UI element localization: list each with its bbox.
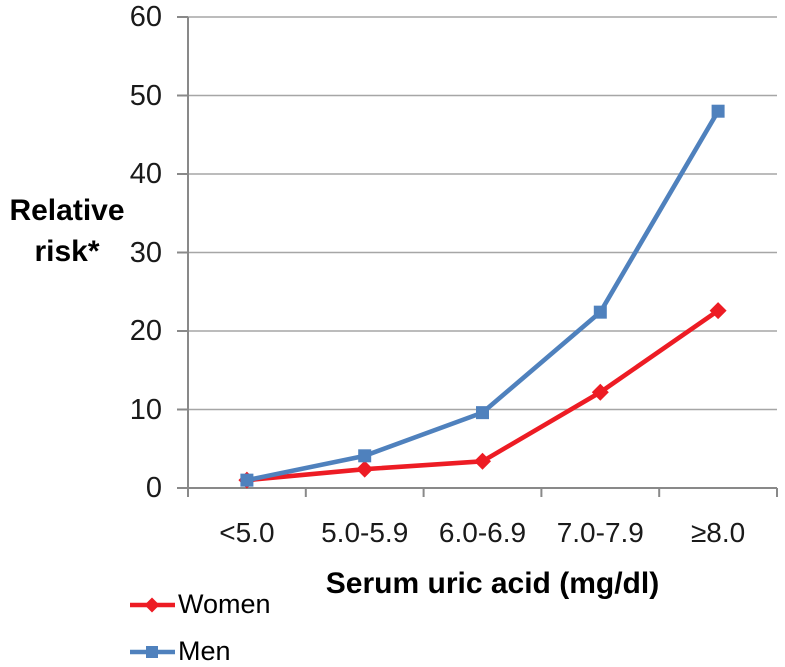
women-diamond-legend-icon (130, 597, 175, 612)
women-diamond-marker (709, 302, 727, 320)
men-square-marker (711, 104, 725, 118)
x-tick-label: 7.0-7.9 (556, 517, 644, 548)
x-tick-label: 5.0-5.9 (321, 517, 409, 548)
y-tick-label: 40 (129, 158, 162, 190)
y-tick-label: 60 (129, 1, 162, 33)
y-axis-title: Relative risk* (9, 194, 125, 268)
legend: Women Men (129, 581, 271, 667)
y-tick-label: 30 (129, 236, 162, 269)
x-tick-label: 6.0-6.9 (438, 517, 527, 548)
y-tick-label: 50 (129, 79, 162, 112)
women-diamond-marker (474, 452, 491, 470)
y-tick-label: 0 (145, 472, 162, 504)
men-square-marker (358, 449, 372, 463)
legend-item-women: Women (129, 581, 271, 628)
x-axis-title: Serum uric acid (mg/dl) (325, 567, 660, 600)
men-square-marker (240, 473, 254, 487)
y-tick-label: 10 (129, 393, 162, 426)
women-diamond-marker (356, 460, 374, 478)
y-tick-label: 20 (129, 315, 162, 347)
x-tick-label: ≥8.0 (690, 517, 746, 548)
legend-item-men: Men (129, 628, 271, 667)
legend-label: Men (178, 636, 231, 666)
men-line (244, 108, 721, 483)
men-square-legend-icon (130, 645, 175, 658)
women-diamond-marker (591, 383, 609, 401)
men-square-marker (476, 406, 489, 420)
men-square-marker (593, 305, 607, 319)
legend-label: Women (178, 589, 271, 619)
x-tick-label: <5.0 (219, 517, 275, 548)
